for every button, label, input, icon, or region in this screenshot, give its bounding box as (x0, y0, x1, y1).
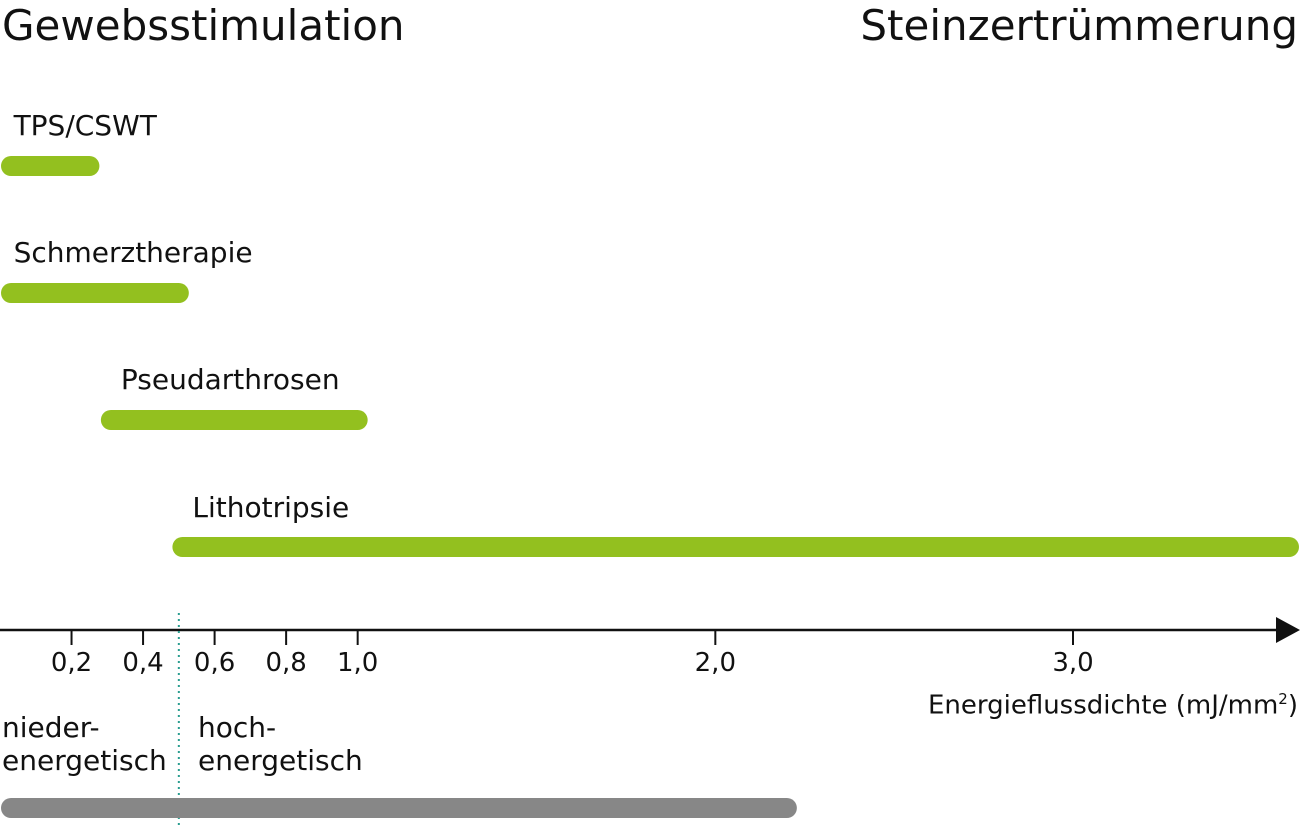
x-axis-title-superscript: 2 (1278, 690, 1288, 708)
zone-label-low-energy: nieder- energetisch (2, 711, 167, 777)
heading-right: Steinzertrümmerung (860, 1, 1298, 50)
x-tick-label: 1,0 (336, 648, 379, 678)
x-tick-label: 0,2 (50, 648, 93, 678)
x-tick-label: 0,6 (193, 648, 236, 678)
heading-left: Gewebsstimulation (2, 1, 405, 50)
x-tick-label: 0,8 (265, 648, 307, 678)
zone-label-high-energy: hoch- energetisch (198, 711, 363, 777)
x-axis-title: Energieflussdichte (mJ/mm2) (928, 690, 1298, 721)
range-bar-label: Lithotripsie (192, 491, 350, 524)
x-tick-label: 3,0 (1052, 648, 1094, 678)
x-axis-arrow (1276, 617, 1300, 643)
range-bar-label: Pseudarthrosen (120, 363, 340, 396)
x-tick-label: 2,0 (694, 648, 736, 678)
x-axis-title-text: Energieflussdichte (mJ/mm (927, 690, 1279, 721)
range-bar-label: TPS/CSWT (13, 109, 157, 142)
x-tick-label: 0,4 (122, 648, 164, 678)
range-bar-label: Schmerztherapie (13, 236, 253, 269)
x-axis-title-suffix: ) (1287, 690, 1298, 721)
